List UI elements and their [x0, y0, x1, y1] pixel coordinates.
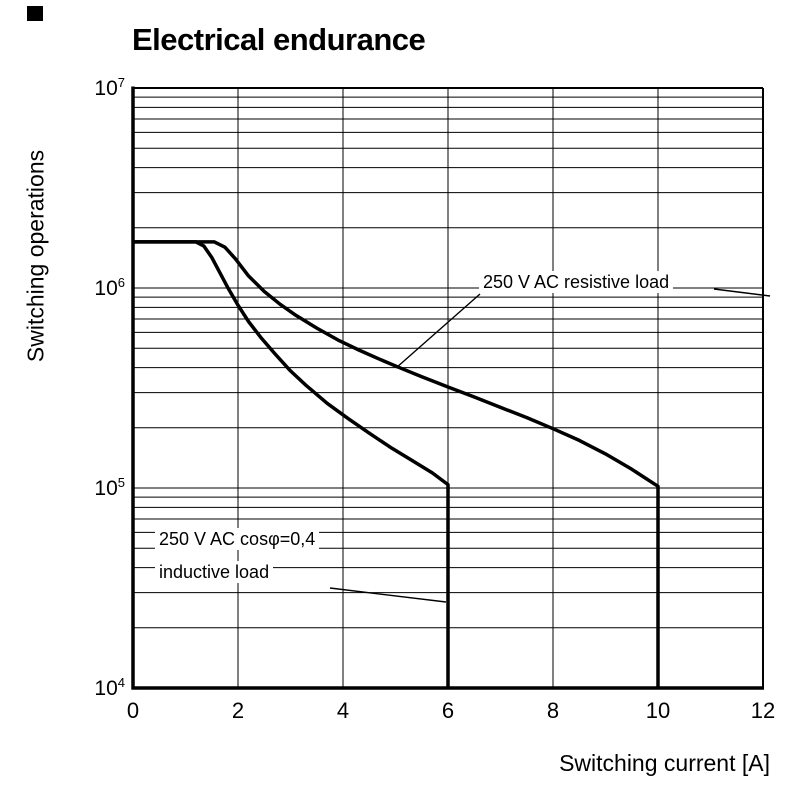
x-tick-label: 2	[231, 698, 245, 723]
y-tick-label: 105	[94, 475, 125, 500]
y-tick-label: 107	[94, 75, 125, 100]
x-tick-label: 4	[336, 698, 350, 723]
curve-inductive	[133, 240, 450, 688]
corner-marker	[27, 6, 43, 21]
annotation-leader-line	[395, 293, 481, 369]
chart-title: Electrical endurance	[132, 22, 426, 57]
annotation-resistive-load: 250 V AC resistive load	[479, 271, 674, 293]
y-tick-label: 104	[94, 675, 125, 700]
x-tick-label: 0	[126, 698, 140, 723]
annotation-inductive-line1: 250 V AC cosφ=0,4	[155, 528, 320, 550]
x-tick-label: 6	[441, 698, 455, 723]
curve-resistive	[133, 240, 660, 688]
annotation-resistive-label: 250 V AC resistive load	[479, 271, 674, 293]
x-tick-label: 10	[645, 698, 671, 723]
x-axis-title: Switching current [A]	[559, 750, 770, 776]
annotation-leader-line	[329, 587, 447, 603]
annotation-inductive-load: 250 V AC cosφ=0,4 inductive load	[155, 528, 320, 594]
x-tick-label: 12	[750, 698, 776, 723]
x-tick-label: 8	[546, 698, 560, 723]
annotation-leader-line	[713, 288, 771, 297]
annotation-inductive-line2: inductive load	[155, 561, 274, 583]
y-tick-label: 106	[94, 275, 125, 300]
